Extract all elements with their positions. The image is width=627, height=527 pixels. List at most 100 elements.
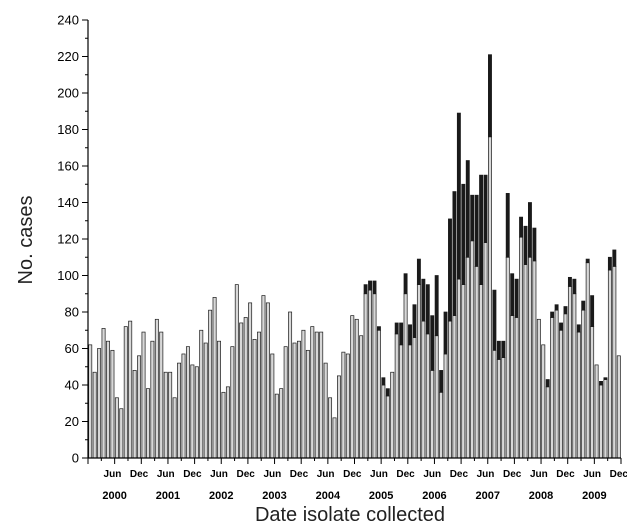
- y-tick-label: 0: [72, 451, 79, 466]
- bar: [408, 344, 412, 459]
- bar: [212, 297, 217, 459]
- bar: [452, 315, 457, 459]
- bar-segment-dark: [465, 160, 470, 258]
- year-label: 2003: [262, 490, 286, 502]
- year-label: 2002: [209, 490, 233, 502]
- bar: [301, 329, 306, 459]
- bar: [412, 337, 417, 459]
- bar-segment-dark: [505, 193, 510, 258]
- x-tick-label: Dec: [343, 469, 362, 480]
- bar-segment-dark: [483, 174, 488, 244]
- bar: [585, 262, 590, 459]
- bar: [416, 284, 421, 459]
- x-tick-label: Jun: [583, 469, 601, 480]
- bar: [279, 388, 284, 459]
- bar-segment-dark: [408, 324, 412, 346]
- bar-segment-dark: [590, 295, 595, 327]
- bar-segment-dark: [603, 377, 608, 380]
- bar: [137, 355, 142, 459]
- bar: [563, 313, 568, 459]
- bar-segment-dark: [585, 258, 590, 264]
- bar: [168, 371, 173, 459]
- bar-segment-dark: [545, 379, 550, 388]
- bar-segment-dark: [572, 278, 577, 295]
- bar: [448, 320, 452, 459]
- bar-segment-dark: [439, 370, 444, 393]
- bar-segment-dark: [452, 191, 457, 317]
- bar: [501, 357, 506, 459]
- bar: [474, 266, 479, 459]
- bar-segment-dark: [523, 225, 528, 265]
- bar: [341, 351, 346, 459]
- bar: [505, 256, 510, 459]
- bar-segment-dark: [488, 54, 492, 138]
- x-tick-label: Dec: [290, 469, 309, 480]
- bar-segment-dark: [532, 227, 537, 262]
- bar-segment-dark: [372, 280, 377, 295]
- year-label: 2009: [582, 490, 606, 502]
- bar: [372, 293, 377, 459]
- bar: [479, 284, 484, 459]
- bar: [190, 364, 195, 459]
- year-label: 2007: [476, 490, 500, 502]
- bar: [257, 331, 261, 459]
- x-tick-label: Dec: [236, 469, 255, 480]
- bar: [376, 329, 381, 459]
- bar-segment-dark: [394, 322, 399, 335]
- x-tick-label: Jun: [477, 469, 495, 480]
- x-tick-label: Dec: [450, 469, 469, 480]
- bar: [354, 318, 359, 459]
- bar-segment-dark: [492, 289, 497, 351]
- bar-segment-dark: [403, 273, 408, 295]
- bar: [456, 278, 461, 459]
- bar: [221, 391, 226, 459]
- bar: [385, 395, 390, 459]
- bar: [181, 353, 186, 459]
- bar: [350, 315, 355, 459]
- bar: [399, 344, 404, 459]
- bar: [599, 384, 603, 459]
- bar: [492, 349, 497, 459]
- bar-segment-dark: [527, 202, 532, 258]
- bar: [123, 326, 128, 459]
- bar: [567, 286, 572, 459]
- bar: [545, 386, 550, 459]
- bar: [368, 289, 372, 459]
- bar: [159, 331, 164, 459]
- bar-segment-dark: [519, 216, 524, 238]
- bar: [128, 320, 133, 459]
- bar: [616, 355, 621, 459]
- bar-segment-dark: [479, 174, 484, 285]
- bar: [541, 344, 546, 459]
- bar: [607, 269, 612, 459]
- bar: [172, 397, 177, 459]
- bar: [527, 256, 532, 459]
- x-tick-label: Dec: [556, 469, 575, 480]
- bar-segment-dark: [368, 280, 372, 291]
- bar: [439, 391, 444, 459]
- bar-segment-dark: [376, 326, 381, 331]
- bar: [612, 266, 617, 459]
- x-tick-label: Dec: [610, 469, 627, 480]
- bar: [532, 260, 537, 459]
- bar: [92, 371, 97, 459]
- x-tick-label: Jun: [210, 469, 228, 480]
- bar-segment-dark: [581, 300, 586, 311]
- x-tick-label: Jun: [370, 469, 388, 480]
- bar: [234, 284, 239, 459]
- bar: [154, 318, 159, 459]
- y-tick-label: 240: [57, 13, 79, 28]
- bar: [132, 370, 137, 459]
- bar-segment-dark: [501, 340, 506, 358]
- bar: [194, 366, 199, 459]
- y-axis-title: No. cases: [15, 196, 37, 285]
- x-tick-label: Jun: [157, 469, 175, 480]
- bar-segment-dark: [599, 381, 603, 386]
- bar: [305, 349, 310, 459]
- bar: [519, 236, 524, 459]
- bar: [297, 340, 301, 459]
- bar: [314, 331, 319, 459]
- bar: [421, 320, 426, 459]
- bar: [88, 344, 93, 459]
